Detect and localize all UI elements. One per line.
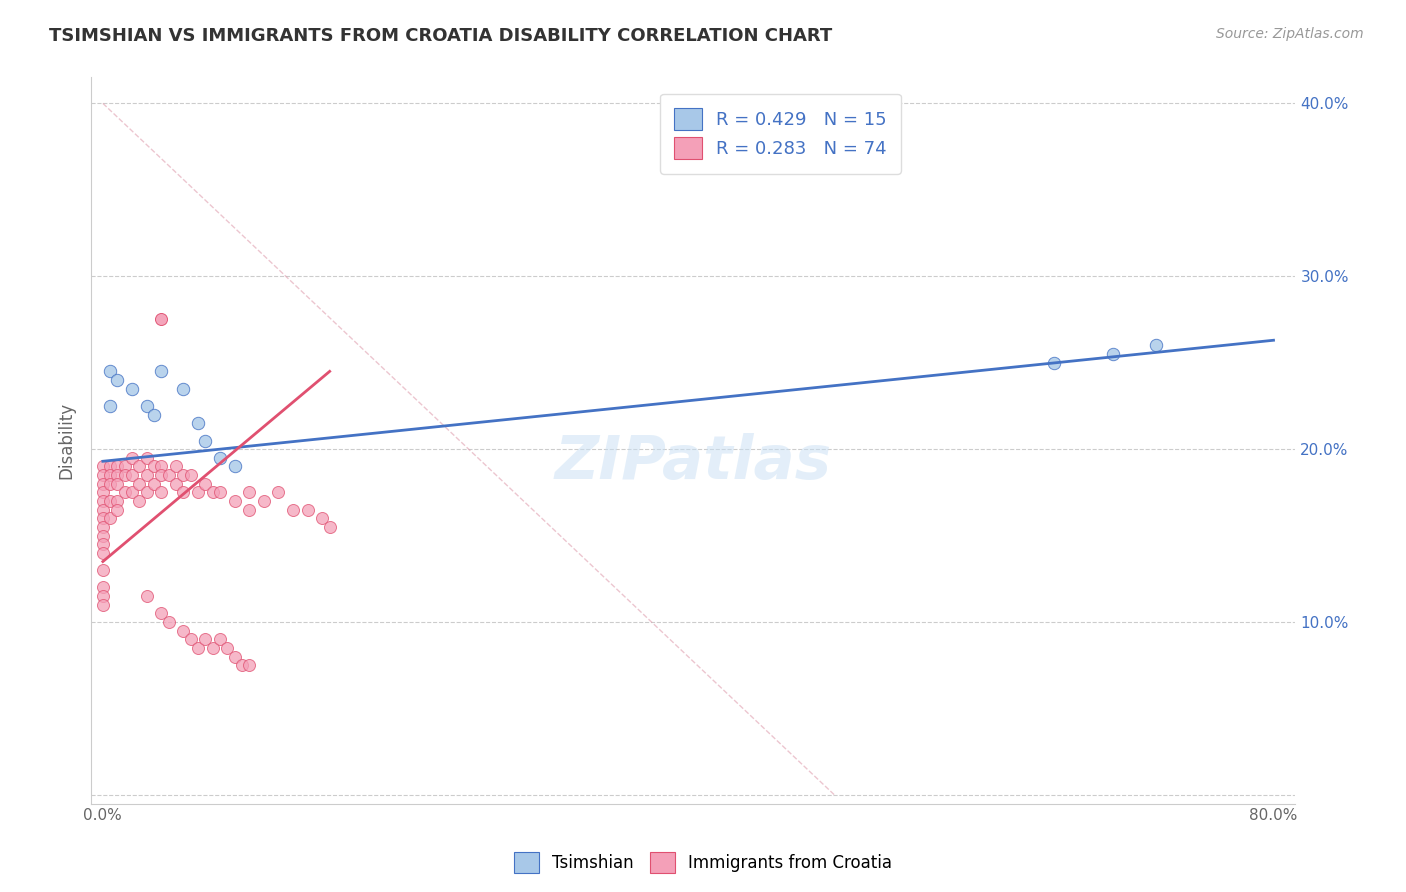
Point xyxy=(150,459,173,474)
Point xyxy=(165,459,187,474)
Point xyxy=(311,511,333,525)
Point xyxy=(143,459,166,474)
Point xyxy=(150,468,173,483)
Point xyxy=(121,382,143,396)
Point xyxy=(135,485,157,500)
Point xyxy=(98,399,121,413)
Point xyxy=(281,502,304,516)
Point xyxy=(1146,338,1168,352)
Point xyxy=(180,468,202,483)
Point xyxy=(91,528,114,542)
Point xyxy=(91,494,114,508)
Point xyxy=(91,598,114,612)
Point xyxy=(208,485,231,500)
Point xyxy=(91,581,114,595)
Point xyxy=(143,408,166,422)
Point xyxy=(107,476,129,491)
Point xyxy=(224,494,246,508)
Point xyxy=(150,485,173,500)
Point xyxy=(91,476,114,491)
Point xyxy=(187,485,209,500)
Point xyxy=(91,546,114,560)
Point xyxy=(121,485,143,500)
Point xyxy=(98,511,121,525)
Point xyxy=(107,494,129,508)
Legend: R = 0.429   N = 15, R = 0.283   N = 74: R = 0.429 N = 15, R = 0.283 N = 74 xyxy=(659,94,901,174)
Point xyxy=(114,459,136,474)
Point xyxy=(187,416,209,430)
Point xyxy=(128,476,150,491)
Point xyxy=(150,607,173,621)
Point xyxy=(107,373,129,387)
Point xyxy=(114,485,136,500)
Point xyxy=(128,459,150,474)
Point xyxy=(91,537,114,551)
Point xyxy=(208,450,231,465)
Point xyxy=(238,485,260,500)
Point xyxy=(121,468,143,483)
Point xyxy=(98,364,121,378)
Point xyxy=(91,485,114,500)
Point xyxy=(107,468,129,483)
Point xyxy=(135,468,157,483)
Point xyxy=(150,312,173,326)
Point xyxy=(114,468,136,483)
Point xyxy=(238,502,260,516)
Legend: Tsimshian, Immigrants from Croatia: Tsimshian, Immigrants from Croatia xyxy=(506,846,900,880)
Point xyxy=(194,476,217,491)
Point xyxy=(91,502,114,516)
Point xyxy=(217,640,239,655)
Point xyxy=(172,624,194,638)
Point xyxy=(180,632,202,647)
Point xyxy=(91,589,114,603)
Point xyxy=(238,658,260,673)
Point xyxy=(143,476,166,491)
Point xyxy=(224,649,246,664)
Point xyxy=(135,450,157,465)
Text: Source: ZipAtlas.com: Source: ZipAtlas.com xyxy=(1216,27,1364,41)
Point xyxy=(172,485,194,500)
Point xyxy=(107,502,129,516)
Point xyxy=(187,640,209,655)
Point xyxy=(194,632,217,647)
Point xyxy=(172,468,194,483)
Y-axis label: Disability: Disability xyxy=(58,402,75,479)
Point xyxy=(194,434,217,448)
Point xyxy=(135,399,157,413)
Point xyxy=(150,364,173,378)
Point xyxy=(91,563,114,577)
Point xyxy=(128,494,150,508)
Point xyxy=(224,459,246,474)
Point xyxy=(107,459,129,474)
Point xyxy=(172,382,194,396)
Point xyxy=(91,511,114,525)
Point xyxy=(1101,347,1123,361)
Point xyxy=(98,468,121,483)
Point xyxy=(157,468,180,483)
Point xyxy=(157,615,180,629)
Point xyxy=(267,485,290,500)
Point xyxy=(1043,356,1066,370)
Point xyxy=(91,468,114,483)
Point xyxy=(253,494,276,508)
Point xyxy=(91,520,114,534)
Text: TSIMSHIAN VS IMMIGRANTS FROM CROATIA DISABILITY CORRELATION CHART: TSIMSHIAN VS IMMIGRANTS FROM CROATIA DIS… xyxy=(49,27,832,45)
Point xyxy=(201,485,224,500)
Point xyxy=(98,459,121,474)
Point xyxy=(165,476,187,491)
Point xyxy=(98,494,121,508)
Point xyxy=(297,502,319,516)
Point xyxy=(318,520,340,534)
Point xyxy=(135,589,157,603)
Point xyxy=(201,640,224,655)
Point xyxy=(91,459,114,474)
Point xyxy=(208,632,231,647)
Point xyxy=(231,658,253,673)
Point xyxy=(98,476,121,491)
Point xyxy=(121,450,143,465)
Text: ZIPatlas: ZIPatlas xyxy=(555,433,832,491)
